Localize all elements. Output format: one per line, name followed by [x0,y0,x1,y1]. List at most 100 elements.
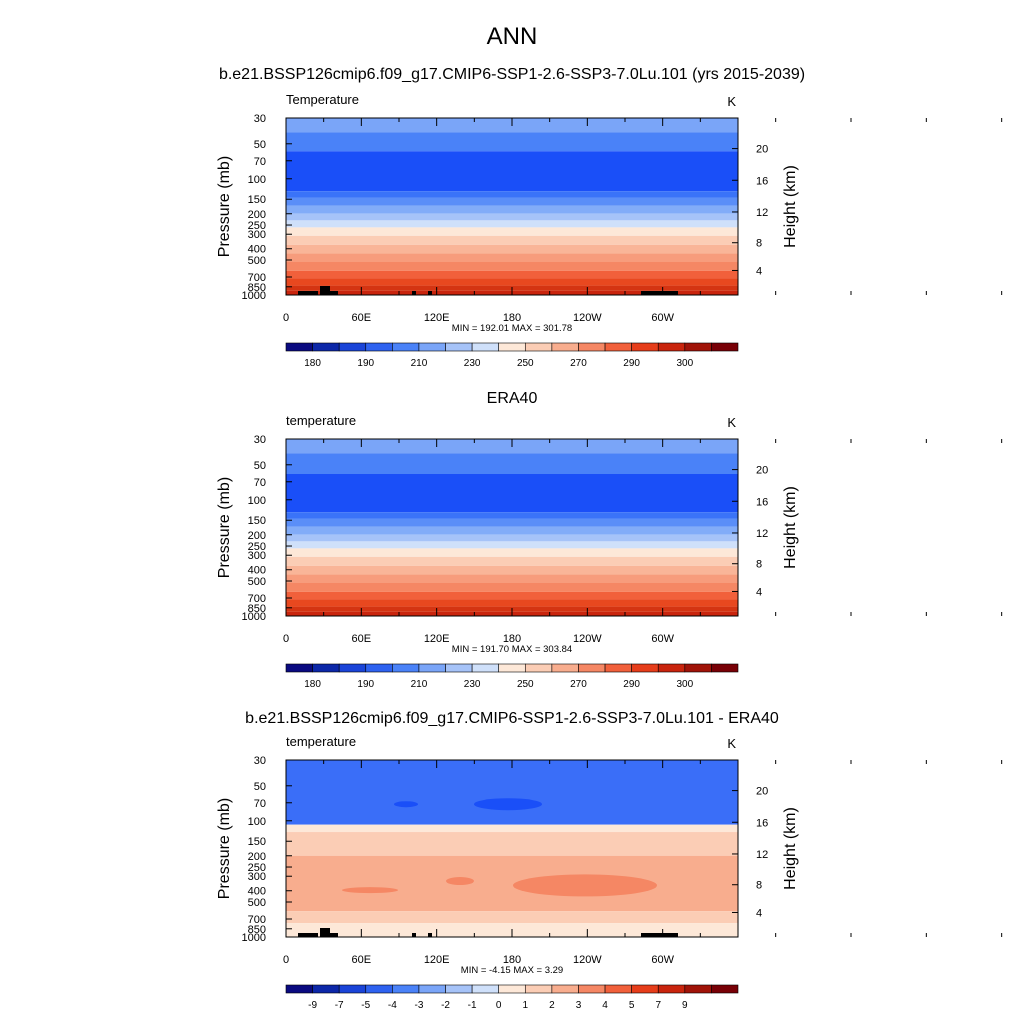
contour-band [286,518,738,527]
right-tick-label: 16 [756,175,768,187]
y-tick-label: 850 [248,603,266,615]
units-label: K [727,736,736,751]
y-tick-label: 300 [248,871,266,883]
terrain-block [641,933,678,937]
terrain-block [320,928,330,933]
min-max-stats: MIN = 192.01 MAX = 301.78 [452,323,572,334]
colorbar-swatch [418,342,446,352]
y-tick-label: 100 [248,816,266,828]
right-tick-label: 12 [756,849,768,861]
colorbar-swatch [684,663,712,673]
colorbar-label: 190 [357,679,374,690]
colorbar-swatch [604,984,632,994]
contour-band [286,582,738,592]
contour-band [286,227,738,236]
terrain-block [298,933,318,937]
colorbar-label: 2 [549,1000,555,1011]
colorbar-swatch [312,342,340,352]
colorbar-swatch [711,984,739,994]
terrain-block [320,933,330,937]
colorbar-swatch [392,342,420,352]
y-axis-label: Pressure (mb) [216,798,233,899]
colorbar-label: 270 [570,679,587,690]
colorbar-label: 230 [464,679,481,690]
contour-band [286,548,738,557]
contour-band [286,534,738,542]
contour-band [286,213,738,221]
colorbar-swatch [684,342,712,352]
colorbar-swatch [365,984,393,994]
contour-band [286,512,738,519]
subtitle-bottom: b.e21.BSSP126cmip6.f09_g17.CMIP6-SSP1-2.… [245,710,779,727]
colorbar-label: 210 [411,358,428,369]
colorbar-swatch [524,984,553,994]
figure-title: ANN [487,23,538,50]
min-max-stats: MIN = -4.15 MAX = 3.29 [461,965,563,976]
x-tick-label: 60W [651,954,674,966]
contour-band [286,541,738,549]
colorbar-label: 7 [655,1000,661,1011]
contour-band [286,473,738,513]
colorbar-swatch [524,342,553,352]
terrain-block [428,933,432,937]
colorbar-swatch [471,342,500,352]
y-tick-label: 150 [248,836,266,848]
y-tick-label: 100 [248,174,266,186]
panel-3: 0 60E 120E 180 120W 60W3050701001502002503004… [216,734,1003,1011]
colorbar-label: 190 [357,358,374,369]
contour-band [286,526,738,535]
right-axis-label: Height (km) [782,165,799,248]
colorbar-swatch [551,342,579,352]
colorbar-label: 180 [304,679,321,690]
colorbar-swatch [604,663,632,673]
terrain-block [412,291,416,295]
colorbar-label: 210 [411,679,428,690]
colorbar-label: 9 [682,1000,688,1011]
right-tick-label: 4 [756,265,762,277]
x-tick-label: 0 [283,312,289,324]
units-label: K [727,415,736,430]
x-tick-label: 60W [651,312,674,324]
contour-band [286,556,738,566]
colorbar-swatch [657,984,686,994]
contour-band [286,278,738,286]
x-tick-label: 0 [283,954,289,966]
colorbar-swatch [471,663,500,673]
colorbar-label: 5 [629,1000,635,1011]
x-tick-label: 0 [283,633,289,645]
y-tick-label: 150 [248,194,266,206]
colorbar-swatch [631,342,659,352]
colorbar-swatch [711,663,739,673]
contour-band [286,453,738,474]
colorbar-label: 270 [570,358,587,369]
units-label: K [727,94,736,109]
colorbar-label: 300 [676,358,693,369]
terrain-block [330,291,338,295]
colorbar-swatch [524,663,553,673]
y-tick-label: 1000 [242,611,266,623]
terrain-block [412,933,416,937]
right-axis-label: Height (km) [782,807,799,890]
right-axis-label: Height (km) [782,486,799,569]
colorbar-swatch [657,663,686,673]
contour-band [286,574,738,583]
contour-band [286,151,738,192]
y-tick-label: 30 [254,755,266,767]
colorbar-swatch [498,984,526,994]
contour-band [286,253,738,262]
subtitle-mid: ERA40 [487,390,538,407]
colorbar-label: -9 [308,1000,317,1011]
y-tick-label: 850 [248,924,266,936]
y-tick-label: 300 [248,550,266,562]
colorbar-swatch [418,663,446,673]
contour-band [286,244,738,254]
colorbar-label: 300 [676,679,693,690]
colorbar-swatch [338,984,367,994]
colorbar-swatch [312,663,340,673]
colorbar-label: -7 [335,1000,344,1011]
y-tick-label: 200 [248,530,266,542]
min-max-stats: MIN = 191.70 MAX = 303.84 [452,644,572,655]
contour-band [286,855,738,912]
colorbar-swatch [365,663,393,673]
colorbar-label: -2 [441,1000,450,1011]
